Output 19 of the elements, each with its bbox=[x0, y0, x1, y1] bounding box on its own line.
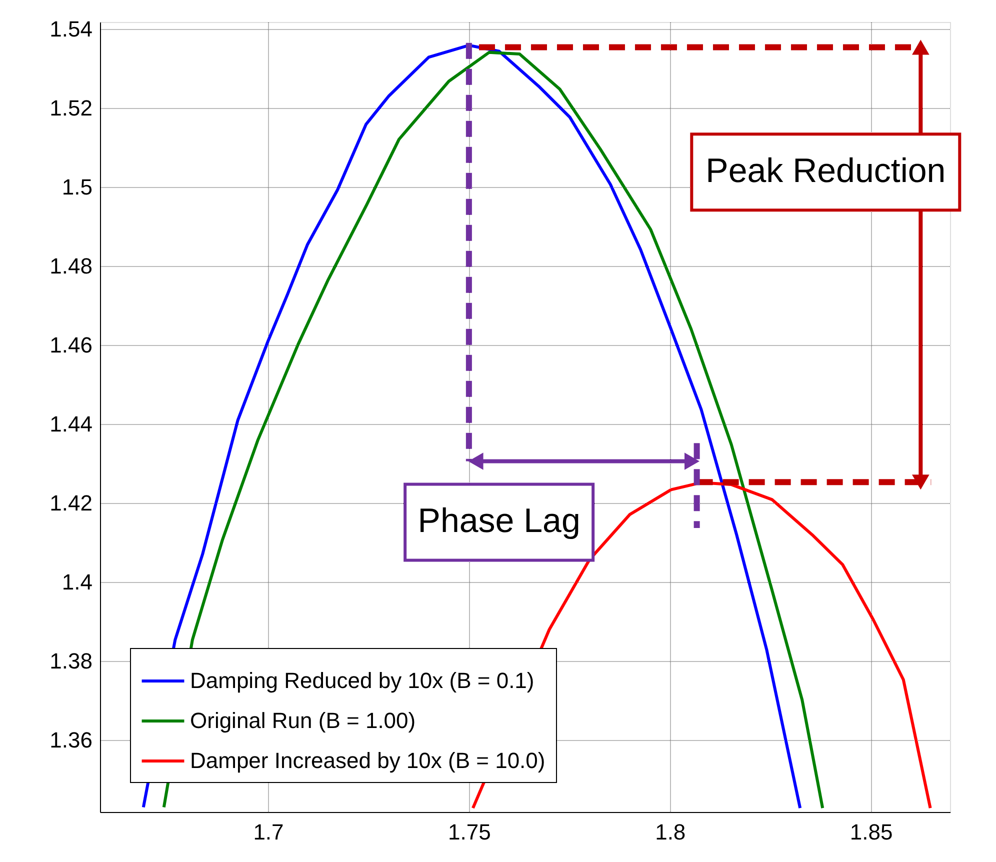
x-tick-label: 1.85 bbox=[850, 820, 893, 844]
y-tick-label: 1.54 bbox=[50, 16, 92, 42]
y-tick-label: 1.5 bbox=[62, 174, 92, 200]
y-tick-label: 1.42 bbox=[50, 490, 92, 516]
y-tick-label: 1.44 bbox=[50, 412, 92, 437]
legend-label: Original Run (B = 1.00) bbox=[190, 708, 416, 733]
y-tick-label: 1.52 bbox=[50, 96, 92, 121]
annotation: Peak Reduction bbox=[706, 152, 946, 190]
y-tick-label: 1.48 bbox=[50, 254, 92, 279]
annotation: Phase Lag bbox=[418, 502, 580, 540]
x-tick-label: 1.8 bbox=[655, 820, 686, 844]
x-tick-label: 1.75 bbox=[448, 820, 491, 844]
y-tick-label: 1.46 bbox=[50, 332, 92, 358]
x-tick-label: 1.7 bbox=[253, 820, 284, 844]
y-tick-label: 1.4 bbox=[62, 570, 92, 595]
legend-label: Damping Reduced by 10x (B = 0.1) bbox=[190, 668, 534, 693]
legend-label: Damper Increased by 10x (B = 10.0) bbox=[190, 748, 546, 773]
y-tick-label: 1.38 bbox=[50, 648, 92, 674]
y-tick-label: 1.36 bbox=[50, 728, 92, 753]
